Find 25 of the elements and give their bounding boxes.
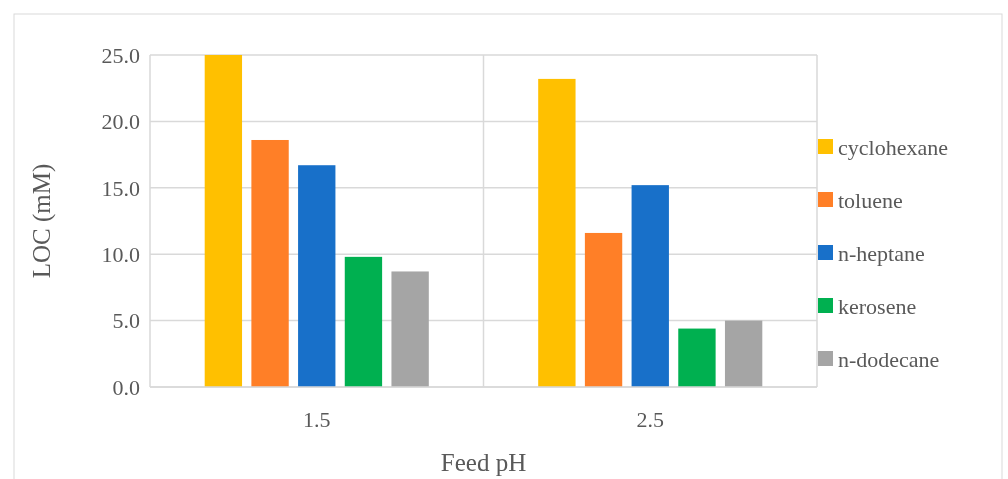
bar	[391, 271, 429, 387]
bar	[538, 78, 576, 387]
y-tick-label: 20.0	[101, 109, 140, 135]
bar	[204, 55, 243, 387]
legend-label: toluene	[838, 187, 903, 213]
y-tick-label: 10.0	[101, 241, 140, 267]
legend-label: n-dodecane	[838, 346, 940, 372]
bar	[678, 328, 716, 387]
bar	[251, 139, 289, 387]
x-axis-title: Feed pH	[440, 449, 527, 476]
legend-label: kerosene	[838, 293, 917, 319]
legend-label: cyclohexane	[838, 134, 948, 160]
y-tick-label: 5.0	[112, 308, 140, 334]
bar	[344, 256, 383, 387]
y-tick-label: 0.0	[112, 374, 140, 400]
bar	[724, 320, 763, 387]
bar	[298, 165, 336, 387]
legend-label: n-heptane	[838, 240, 925, 266]
bar	[631, 185, 669, 387]
y-tick-label: 15.0	[101, 175, 140, 201]
bar	[584, 232, 623, 387]
y-tick-label: 25.0	[101, 42, 140, 68]
y-axis-title: LOC (mM)	[28, 163, 56, 279]
x-tick-label: 2.5	[636, 407, 664, 432]
x-tick-label: 1.5	[303, 407, 331, 432]
